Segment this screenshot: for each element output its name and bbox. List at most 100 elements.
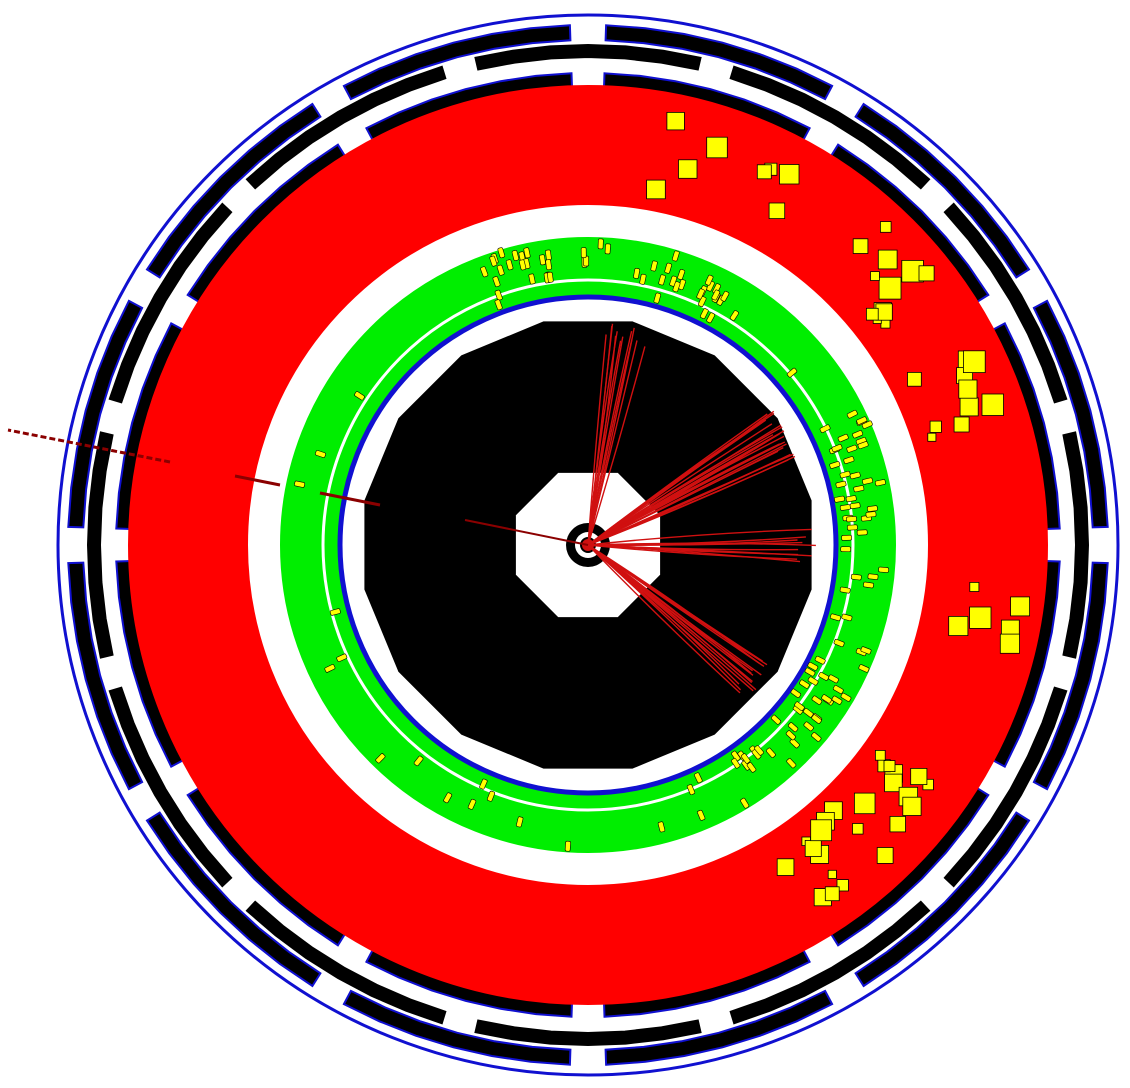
- ecal-deposit: [807, 662, 819, 671]
- hcal-deposit: [883, 760, 896, 772]
- ecal-deposit: [479, 778, 488, 790]
- hcal-deposit: [756, 164, 772, 180]
- ecal-deposit: [766, 747, 776, 758]
- track: [587, 423, 773, 546]
- muon-chamber: [854, 102, 1031, 279]
- ecal-deposit: [516, 816, 524, 828]
- muon-track-inner: [464, 519, 589, 546]
- ecal-deposit: [874, 479, 886, 487]
- ecal-deposit: [698, 296, 707, 307]
- track: [587, 334, 607, 546]
- ecal-deposit: [545, 259, 552, 271]
- ecal-deposit: [814, 655, 826, 665]
- ecal-deposit: [731, 750, 741, 762]
- track: [587, 446, 784, 546]
- muon-chamber: [67, 299, 144, 529]
- particle-tracks: [582, 323, 816, 694]
- ecal-deposit: [807, 676, 819, 686]
- muon-chamber: [245, 900, 447, 1025]
- ecal-deposit: [511, 250, 520, 261]
- muon-chamber: [1032, 299, 1109, 529]
- ecal-deposit: [846, 409, 858, 419]
- ecal-deposit: [672, 281, 681, 293]
- hcal-deposit: [878, 276, 902, 300]
- ecal-deposit: [861, 420, 873, 429]
- ecal-gap: [321, 278, 855, 812]
- hcal-deposit: [948, 616, 969, 637]
- hcal-deposit: [666, 112, 685, 131]
- ecal-deposit: [489, 255, 498, 267]
- hcal-deposit: [870, 271, 880, 281]
- ecal-deposit: [858, 664, 870, 673]
- electromagnetic-calorimeter: [280, 237, 896, 853]
- hcal-deposit: [877, 249, 898, 270]
- ecal-deposit: [803, 708, 814, 718]
- ecal-deposit: [831, 695, 843, 705]
- muon-track-outer: [7, 428, 171, 464]
- hcal-deposit: [678, 159, 698, 179]
- muon-chamber: [474, 1019, 702, 1047]
- ecal-deposit: [528, 273, 536, 285]
- hcal-energy-deposits: [646, 112, 1030, 907]
- ecal-deposit: [878, 566, 889, 573]
- hcal-deposit: [646, 179, 666, 200]
- muon-chamber: [729, 900, 931, 1025]
- ecal-deposit: [839, 586, 851, 594]
- ecal-deposit: [846, 515, 857, 523]
- hcal-deposit: [706, 136, 728, 159]
- ecal-deposit: [580, 247, 587, 258]
- ecal-deposit: [497, 247, 506, 259]
- ecal-deposit: [835, 480, 847, 488]
- ecal-deposit: [315, 450, 326, 458]
- ecal-deposit: [329, 608, 341, 616]
- hcal-deposit: [776, 858, 795, 876]
- ecal-deposit: [843, 456, 855, 464]
- ecal-deposit: [856, 529, 868, 536]
- ecal-deposit: [519, 259, 527, 271]
- hcal-deposit: [824, 886, 840, 902]
- ecal-energy-deposits: [294, 238, 889, 852]
- track: [587, 327, 635, 546]
- ecal-ring: [280, 237, 896, 853]
- hcal-deposit: [875, 750, 886, 761]
- ecal-deposit: [706, 312, 716, 324]
- ecal-deposit: [754, 745, 764, 756]
- hcal-deposit: [969, 582, 980, 592]
- ecal-deposit: [770, 714, 782, 725]
- ecal-deposit: [839, 504, 851, 511]
- track: [587, 441, 786, 546]
- ecal-deposit: [604, 243, 611, 255]
- ecal-deposit: [856, 416, 868, 425]
- ecal-deposit: [821, 694, 832, 704]
- ecal-deposit: [849, 502, 861, 510]
- track: [587, 544, 801, 563]
- hcal-deposit: [918, 265, 935, 282]
- track: [587, 544, 798, 560]
- ecal-deposit: [811, 714, 822, 724]
- muon-chamber: [342, 989, 572, 1066]
- ecal-deposit: [828, 674, 839, 684]
- hcal-deposit: [907, 371, 922, 387]
- hcal-deposit: [999, 633, 1020, 654]
- ecal-deposit: [785, 730, 796, 741]
- track: [587, 544, 753, 683]
- muon-chamber: [474, 43, 702, 71]
- muon-chamber: [245, 65, 447, 190]
- hcal-deposit: [866, 307, 879, 321]
- muon-chamber: [67, 561, 144, 791]
- track: [587, 459, 789, 546]
- ecal-deposit: [480, 266, 489, 278]
- muon-chamber: [604, 24, 834, 101]
- ecal-deposit: [696, 288, 705, 300]
- ecal-deposit: [711, 289, 721, 301]
- hcal-deposit: [958, 379, 978, 399]
- track: [587, 528, 812, 546]
- ecal-deposit: [694, 772, 703, 784]
- hcal-deposit: [768, 202, 786, 220]
- ecal-deposit: [833, 638, 845, 648]
- ecal-deposit: [862, 477, 873, 485]
- track: [587, 340, 622, 546]
- ecal-deposit: [867, 573, 879, 580]
- ecal-deposit: [686, 784, 696, 796]
